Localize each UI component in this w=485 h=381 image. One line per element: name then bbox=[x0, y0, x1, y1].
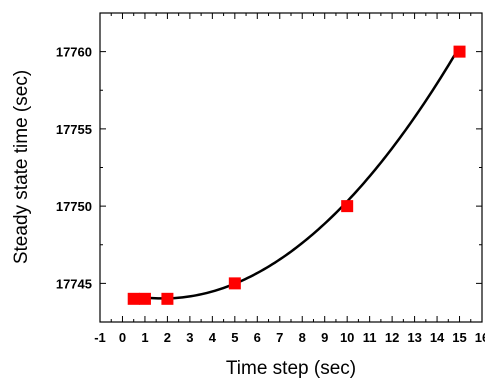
y-tick-label: 17745 bbox=[56, 276, 92, 291]
y-tick-label: 17750 bbox=[56, 199, 92, 214]
data-point bbox=[138, 292, 151, 305]
ticks bbox=[99, 12, 483, 323]
x-tick-label: 4 bbox=[209, 330, 217, 345]
x-tick-label: 1 bbox=[141, 330, 148, 345]
plot-frame bbox=[99, 12, 483, 323]
x-tick-label: 8 bbox=[299, 330, 306, 345]
x-tick-label: 12 bbox=[385, 330, 399, 345]
data-markers bbox=[127, 45, 466, 305]
data-point bbox=[341, 200, 354, 213]
x-tick-label: 10 bbox=[340, 330, 354, 345]
y-tick-label: 17755 bbox=[56, 122, 92, 137]
data-point bbox=[161, 292, 174, 305]
x-tick-label: 6 bbox=[254, 330, 261, 345]
x-tick-label: 15 bbox=[452, 330, 466, 345]
x-tick-label: 11 bbox=[363, 330, 377, 345]
x-tick-label: 13 bbox=[407, 330, 421, 345]
data-point bbox=[228, 277, 241, 290]
x-tick-label: 9 bbox=[321, 330, 328, 345]
data-point bbox=[127, 292, 140, 305]
x-tick-label: 7 bbox=[276, 330, 283, 345]
x-tick-label: 5 bbox=[231, 330, 238, 345]
x-tick-label: 16 bbox=[475, 330, 485, 345]
fit-curve bbox=[133, 46, 461, 300]
x-tick-label: 0 bbox=[119, 330, 126, 345]
y-axis-title: Steady state time (sec) bbox=[11, 70, 32, 264]
tick-labels: -101234567891011121314151617745177501775… bbox=[56, 45, 485, 345]
x-tick-label: 3 bbox=[186, 330, 193, 345]
x-tick-label: 2 bbox=[164, 330, 171, 345]
y-tick-label: 17760 bbox=[56, 45, 92, 60]
x-axis-title: Time step (sec) bbox=[226, 358, 356, 379]
x-tick-label: 14 bbox=[430, 330, 445, 345]
x-tick-label: -1 bbox=[94, 330, 106, 345]
data-point bbox=[453, 45, 466, 58]
